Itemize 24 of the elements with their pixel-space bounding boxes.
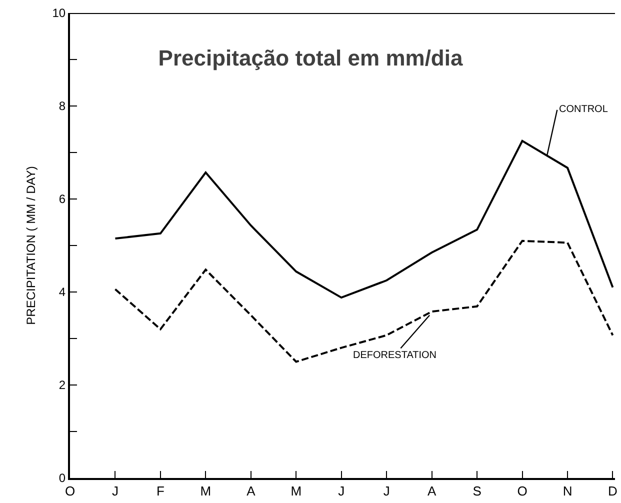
x-tick-label: O	[64, 484, 76, 499]
y-tick-label: 0	[58, 471, 66, 486]
y-tick-label: 8	[58, 99, 66, 114]
x-tick-label: A	[246, 484, 256, 499]
x-tick-label: J	[338, 484, 345, 499]
y-tick-label: 10	[52, 6, 66, 20]
x-tick-label: D	[608, 484, 618, 499]
y-tick-label: 6	[58, 192, 66, 206]
x-tick-label: N	[562, 484, 572, 499]
x-tick-label: J	[112, 484, 118, 499]
x-tick-label: M	[200, 484, 212, 499]
line-series	[114, 240, 614, 363]
series-label: DEFORESTATION	[353, 350, 437, 361]
x-tick-label: S	[472, 484, 482, 499]
y-axis-title: PRECIPITATION ( MM / DAY)	[24, 166, 38, 325]
text: CONTROL	[559, 104, 608, 115]
x-tick-label: O	[517, 484, 528, 499]
y-tick-label: 4	[58, 285, 66, 300]
x-tick-label: J	[383, 484, 390, 499]
x-tick-label: A	[427, 484, 436, 499]
x-tick-label: F	[156, 484, 164, 499]
x-tick-label: M	[290, 484, 302, 499]
text: Precipitação total em mm/dia	[158, 46, 464, 71]
y-tick-label: 2	[58, 378, 66, 392]
